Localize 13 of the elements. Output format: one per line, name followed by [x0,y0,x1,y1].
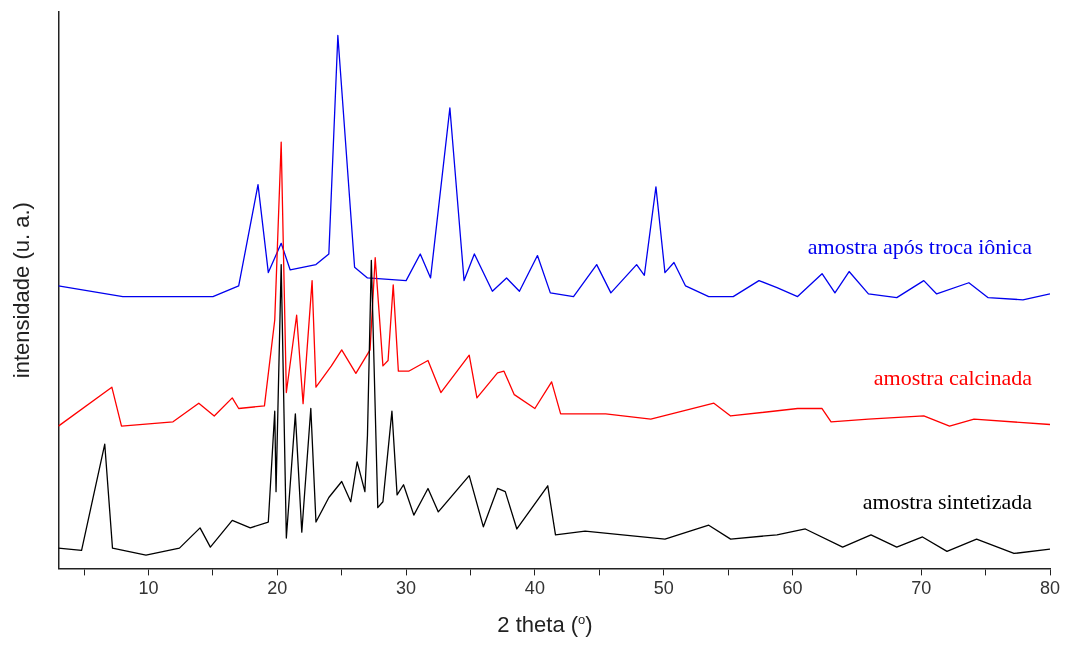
x-tick-label: 80 [1039,578,1061,599]
x-tick-label: 10 [138,578,159,599]
x-tick-label: 60 [782,578,803,599]
x-axis-title: 2 theta ($^{o}$) [496,612,594,639]
x-tick-label: 70 [911,578,932,599]
y-axis-title: intensidade (u. a.) [9,202,35,379]
series-label: amostra sintetizada [862,489,1033,515]
series-label: amostra após troca iônica [807,233,1033,259]
x-tick-label: 30 [396,578,417,599]
x-tick-label: 40 [524,578,545,599]
series-label: amostra calcinada [873,364,1033,390]
x-tick-label: 20 [267,578,288,599]
x-tick-label: 50 [653,578,674,599]
